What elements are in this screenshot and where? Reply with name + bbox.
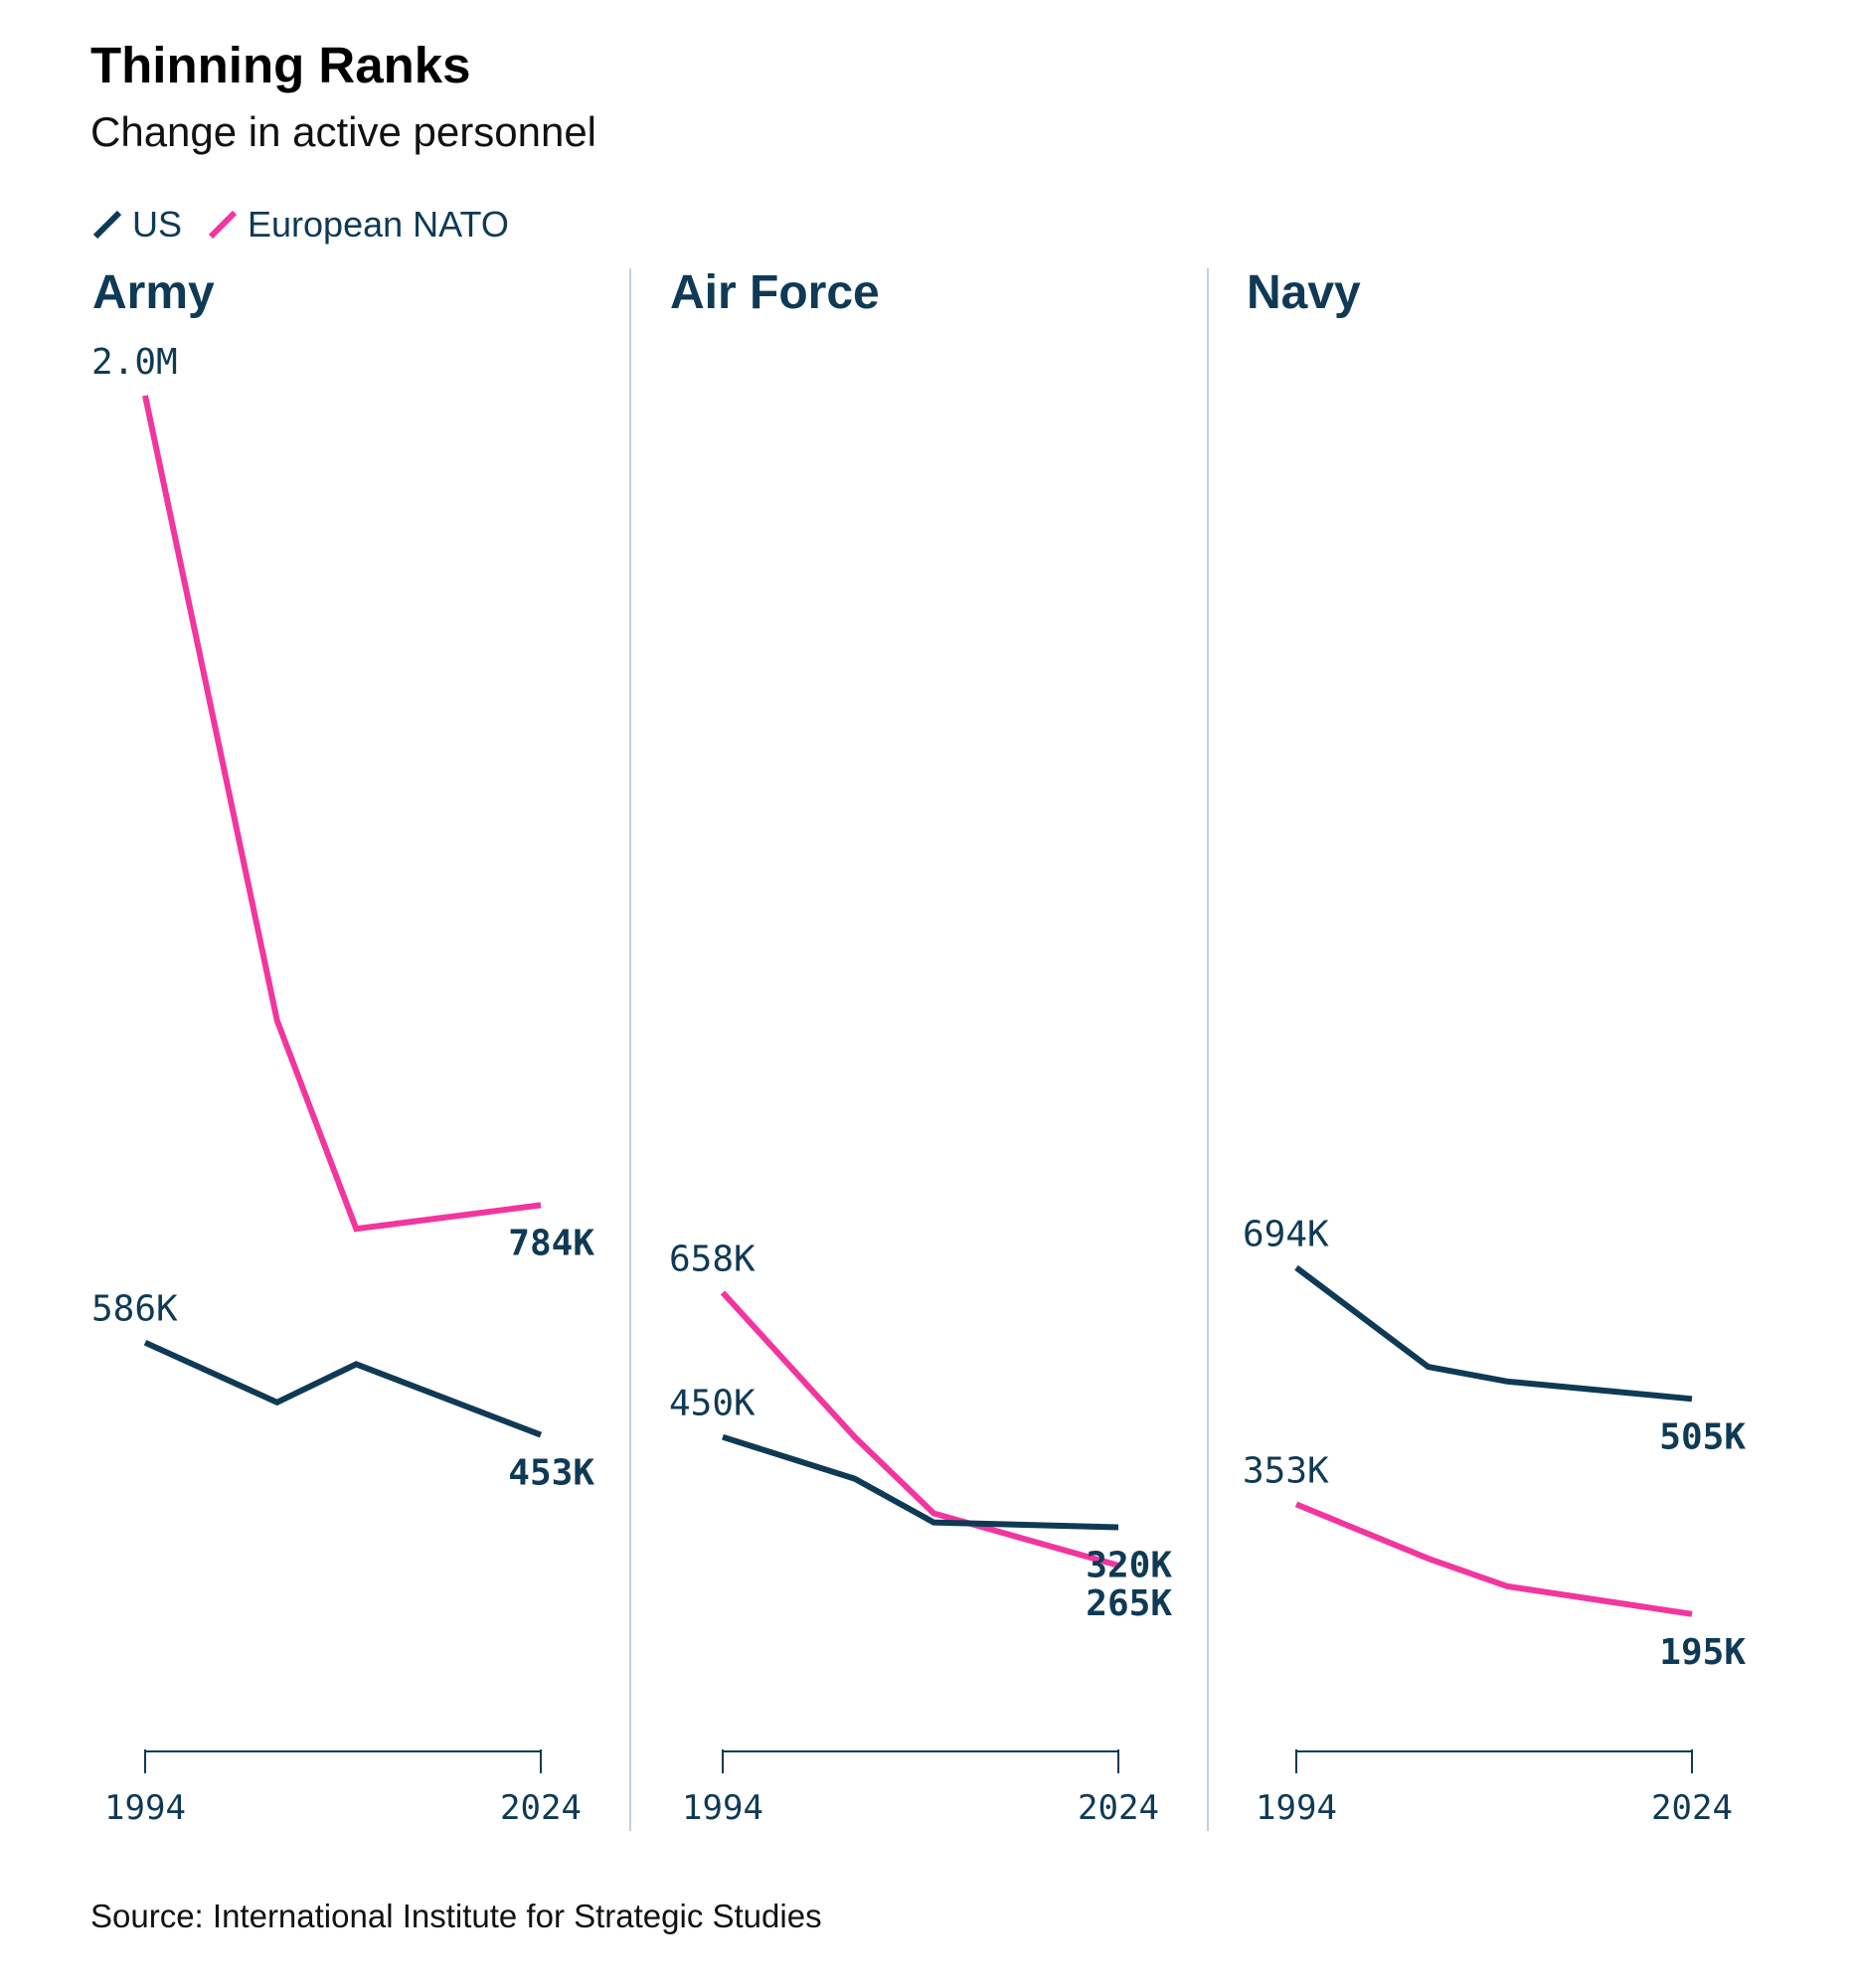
army-european-nato-line (142, 395, 542, 1233)
navy-european-nato-line (1294, 1501, 1693, 1617)
air-force-x-tick-label-start: 1994 (682, 1788, 763, 1828)
legend-swatch-european-nato-line (208, 210, 238, 240)
chart-title: Thinning Ranks (90, 37, 471, 93)
army-x-tick-label-end: 2024 (500, 1788, 582, 1828)
source-note: Source: International Institute for Stra… (90, 1898, 822, 1934)
navy-us-end-label: 505K (1659, 1416, 1746, 1457)
air-force-european-nato-end-label: 265K (1086, 1583, 1172, 1624)
navy-us-line (1294, 1264, 1693, 1403)
chart-subtitle: Change in active personnel (90, 108, 597, 155)
navy-x-tick-label-end: 2024 (1651, 1788, 1733, 1828)
legend-item-european-nato: European NATO (206, 204, 509, 246)
legend-swatch-us-line (92, 210, 122, 240)
navy-x-tick-label-start: 1994 (1256, 1788, 1337, 1828)
legend-swatch-european-nato (208, 210, 238, 240)
legend-item-us: US (90, 204, 182, 246)
air-force-x-tick-label-end: 2024 (1078, 1788, 1159, 1828)
army-us-end-label: 453K (508, 1453, 594, 1494)
air-force-european-nato-start-label: 658K (669, 1239, 756, 1279)
army-us-line (143, 1339, 543, 1438)
legend-label-us: US (132, 204, 183, 245)
army-european-nato-start-label: 2.0M (91, 342, 178, 383)
legend-label-european-nato: European NATO (248, 204, 509, 245)
charts-area: Army 2.0M 784K 586K 453K 1994 2024 Air Force 658… (91, 266, 1746, 1831)
navy-european-nato-start-label: 353K (1243, 1450, 1329, 1491)
legend-swatch-us (92, 210, 122, 240)
navy-us-start-label: 694K (1243, 1214, 1329, 1254)
air-force-us-end-label: 320K (1086, 1545, 1172, 1585)
army-european-nato-end-label: 784K (508, 1223, 594, 1263)
legend: US European NATO (90, 199, 533, 250)
army-us-start-label: 586K (91, 1289, 178, 1330)
air-force-us-start-label: 450K (669, 1384, 756, 1424)
panel-title-army: Army (92, 266, 215, 319)
navy-european-nato-end-label: 195K (1659, 1632, 1746, 1673)
panel-title-air-force: Air Force (670, 266, 880, 319)
air-force-european-nato-line (720, 1290, 1119, 1569)
army-x-tick-label-start: 1994 (104, 1788, 186, 1828)
panel-title-navy: Navy (1247, 266, 1361, 319)
air-force-us-line (722, 1433, 1119, 1531)
